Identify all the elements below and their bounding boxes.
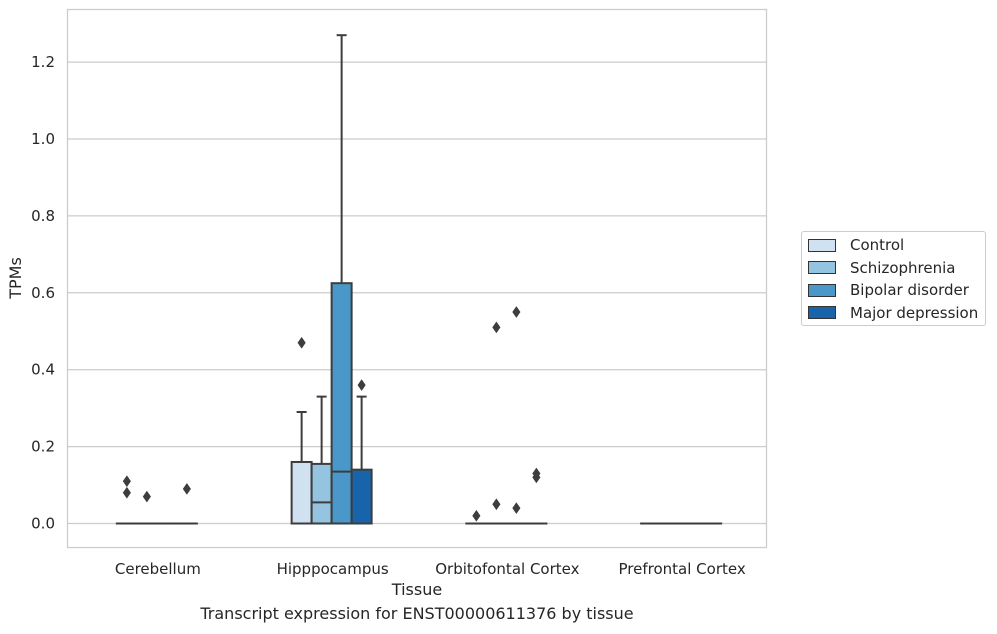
- legend-item-major-depression: Major depression: [808, 303, 978, 323]
- outlier-point: [122, 475, 131, 488]
- box: [350, 468, 373, 525]
- y-tick-label: 0.8: [31, 207, 55, 225]
- outlier-point: [492, 321, 501, 334]
- legend-swatch: [808, 306, 836, 319]
- y-tick-label: 1.0: [31, 130, 55, 148]
- legend-swatch: [808, 261, 836, 274]
- legend: Control Schizophrenia Bipolar disorder M…: [801, 231, 986, 326]
- x-tick-label: Orbitofontal Cortex: [435, 560, 579, 578]
- x-tick-label: Prefrontal Cortex: [619, 560, 746, 578]
- y-tick-label: 1.2: [31, 53, 55, 71]
- outlier-point: [472, 509, 481, 522]
- y-tick-label: 0.2: [31, 438, 55, 456]
- y-tick-label: 0.4: [31, 361, 55, 379]
- boxes: [115, 34, 723, 525]
- y-axis-label: TPMs: [6, 257, 25, 300]
- legend-swatch: [808, 238, 836, 252]
- box: [330, 282, 353, 525]
- legend-label: Bipolar disorder: [850, 281, 969, 299]
- outlier-point: [512, 502, 521, 515]
- legend-label: Control: [850, 236, 905, 254]
- legend-item-control: Control: [808, 235, 904, 255]
- outlier-point: [182, 482, 191, 495]
- outlier-point: [297, 336, 306, 349]
- x-tick-label: Cerebellum: [115, 560, 201, 578]
- outlier-point: [532, 467, 541, 480]
- outlier-point: [357, 379, 366, 392]
- box: [310, 462, 333, 525]
- y-tick-label: 0.6: [31, 284, 55, 302]
- outlier-point: [512, 306, 521, 318]
- figure-caption: Transcript expression for ENST0000061137…: [200, 604, 634, 623]
- outlier-point: [492, 498, 501, 511]
- legend-item-schizophrenia: Schizophrenia: [808, 258, 955, 278]
- legend-label: Major depression: [850, 303, 979, 322]
- legend-swatch: [808, 283, 836, 297]
- y-tick-label: 0.0: [31, 515, 55, 533]
- legend-label: Schizophrenia: [850, 258, 956, 277]
- outlier-point: [122, 486, 131, 499]
- outliers: [122, 306, 541, 522]
- x-tick-label: Hipppocampus: [277, 560, 389, 578]
- x-axis-label: Tissue: [391, 580, 442, 599]
- x-tick-labels: Cerebellum Hipppocampus Orbitofontal Corte…: [115, 560, 746, 578]
- y-tick-labels: 0.0 0.2 0.4 0.6 0.8 1.0 1.2: [31, 53, 55, 532]
- box: [290, 460, 313, 525]
- gridlines: [67, 61, 767, 525]
- plot-frame: [66, 8, 768, 549]
- outlier-point: [142, 490, 151, 503]
- legend-item-bipolar-disorder: Bipolar disorder: [808, 280, 969, 300]
